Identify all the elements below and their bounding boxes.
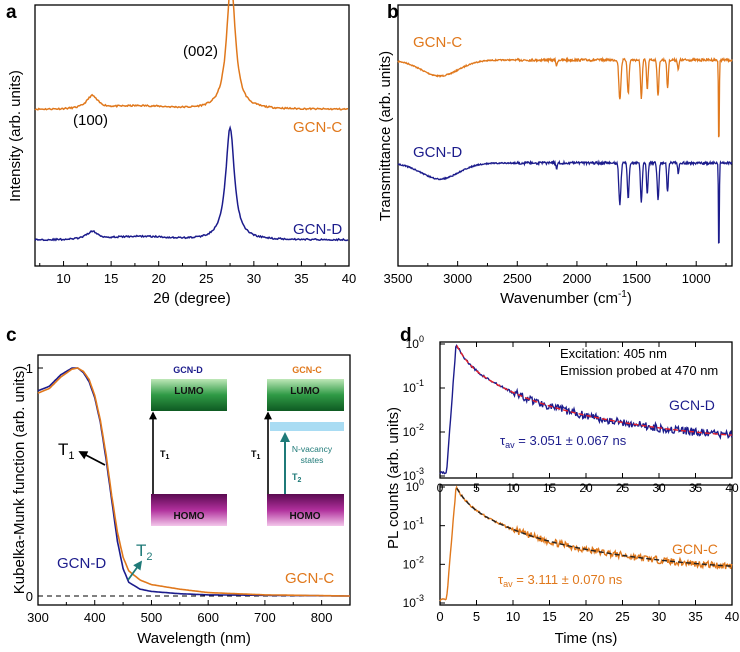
panel-c-x-label: Wavelength (nm) [137,630,251,647]
n-vacancy-label-line1: N-vacancy [292,444,333,454]
x-tick-label-d: 5 [473,609,480,624]
x-tick-label-c: 500 [141,610,163,625]
y-tick-label-d: 10-2 [403,422,424,439]
legend-label-gcn-c-a: GCN-C [293,119,342,136]
lumo-label-gcn-c: LUMO [290,386,320,397]
t2-inset-label: T2 [292,472,302,484]
peak-label-002: (002) [183,43,218,60]
x-tick-label-d: 40 [725,609,739,624]
panel-a-x-label: 2θ (degree) [153,290,231,307]
homo-label-gcn-d: HOMO [173,511,204,522]
x-tick-label-a: 40 [342,271,356,286]
homo-label-gcn-c: HOMO [289,511,320,522]
panel-letter-a: a [6,2,17,23]
ftir-curve-gcn-c [398,59,732,137]
panel-b-y-label: Transmittance (arb. units) [377,51,394,221]
x-tick-label-d: 15 [542,609,556,624]
x-tick-label-d: 10 [506,609,520,624]
x-tick-label-c: 300 [27,610,49,625]
t1-label: T1 [58,440,75,462]
x-tick-label-d-top: 35 [689,481,703,495]
lumo-label-gcn-d: LUMO [174,386,204,397]
x-tick-label-b: 2000 [562,271,591,286]
legend-label-gcn-d-d: GCN-D [669,397,715,413]
x-tick-label-d: 0 [436,609,443,624]
x-tick-label-a: 25 [199,271,213,286]
excitation-label: Excitation: 405 nm [560,346,667,361]
t2-label: T2 [136,541,153,563]
x-tick-label-d-top: 15 [543,481,557,495]
legend-label-gcn-d-c: GCN-D [57,555,106,572]
tau-label-gcn-c: τav = 3.111 ± 0.070 ns [498,572,623,589]
y-tick-label-d: 100 [406,477,424,494]
y-tick-label-d: 10-2 [403,554,424,571]
x-tick-label-b: 3000 [443,271,472,286]
legend-label-gcn-d-b: GCN-D [413,144,462,161]
y-tick-label-d: 100 [406,334,424,351]
legend-label-gcn-c-b: GCN-C [413,34,462,51]
emission-label: Emission probed at 470 nm [560,363,718,378]
legend-label-gcn-c-d: GCN-C [672,541,718,557]
panel-letter-c: c [6,325,17,346]
y-tick-label-d: 10-3 [403,593,424,610]
y-tick-label-d: 10-1 [403,378,424,395]
panel-a-x-ticks: 10 15 20 25 30 35 40 [40,261,356,286]
panel-b-x-label: Wavenumber (cm-1) [500,289,632,307]
panel-b-ftir: 3500 3000 2500 2000 1500 1000 GCN-C GCN-D Wav… [377,5,732,307]
x-tick-label-b: 1500 [622,271,651,286]
x-tick-label-c: 400 [84,610,106,625]
inset-title-gcn-d: GCN-D [173,365,203,375]
x-tick-label-d: 35 [688,609,702,624]
t1-inset-label-gcn-d: T1 [160,449,170,461]
ftir-curve-gcn-d [398,162,732,243]
panel-letter-b: b [387,2,399,23]
n-vacancy-band [270,422,344,431]
panel-d-y-label: PL counts (arb. units) [385,407,402,549]
x-tick-label-d-top: 25 [616,481,630,495]
x-tick-label-d-top: 0 [437,481,444,495]
legend-label-gcn-d-a: GCN-D [293,221,342,238]
tau-label-gcn-d: τav = 3.051 ± 0.067 ns [500,433,627,450]
legend-label-gcn-c-c: GCN-C [285,570,334,587]
panel-a-y-label: Intensity (arb. units) [7,70,24,202]
figure: a b c d 10 15 20 25 30 35 40 (002) (100) GCN-C… [0,0,740,652]
panel-a-xrd: 10 15 20 25 30 35 40 (002) (100) GCN-C GCN-D 2… [7,0,356,307]
t1-arrow [80,452,105,465]
x-tick-label-a: 30 [247,271,261,286]
panel-d-pl-decay: 0 0 5 5 10 10 15 15 20 20 25 25 30 30 35 35 40 40 100 10-1 1… [385,334,739,647]
x-tick-label-d-top: 10 [506,481,520,495]
x-tick-label-d: 25 [615,609,629,624]
panel-c-kubelka-munk: 300 400 500 600 700 80001 T1 T2 GCN-D GCN-C G… [11,355,350,647]
inset-title-gcn-c: GCN-C [292,365,322,375]
x-tick-label-b: 1000 [682,271,711,286]
x-tick-label-b: 3500 [384,271,413,286]
panel-d-x-label: Time (ns) [555,630,618,647]
x-tick-label-d: 30 [652,609,666,624]
band-diagram-inset: GCN-D LUMO HOMO T1 GCN-C LUMO N-vacancy … [151,365,344,526]
x-tick-label-d-top: 5 [473,481,480,495]
x-tick-label-d-top: 20 [579,481,593,495]
x-tick-label-d-top: 40 [725,481,739,495]
x-tick-label-a: 10 [56,271,70,286]
panel-c-y-label: Kubelka-Munk function (arb. units) [11,366,28,594]
x-tick-label-d-top: 30 [652,481,666,495]
x-tick-label-a: 15 [104,271,118,286]
peak-label-100: (100) [73,112,108,129]
x-tick-label-a: 20 [151,271,165,286]
n-vacancy-label-line2: states [301,455,324,465]
t1-inset-label-gcn-c: T1 [251,449,261,461]
x-tick-label-b: 2500 [503,271,532,286]
x-tick-label-c: 700 [254,610,276,625]
x-tick-label-a: 35 [294,271,308,286]
panel-b-x-ticks: 3500 3000 2500 2000 1500 1000 [384,261,726,286]
y-tick-label-d: 10-1 [403,516,424,533]
x-tick-label-d: 20 [579,609,593,624]
x-tick-label-c: 600 [197,610,219,625]
x-tick-label-c: 800 [311,610,333,625]
